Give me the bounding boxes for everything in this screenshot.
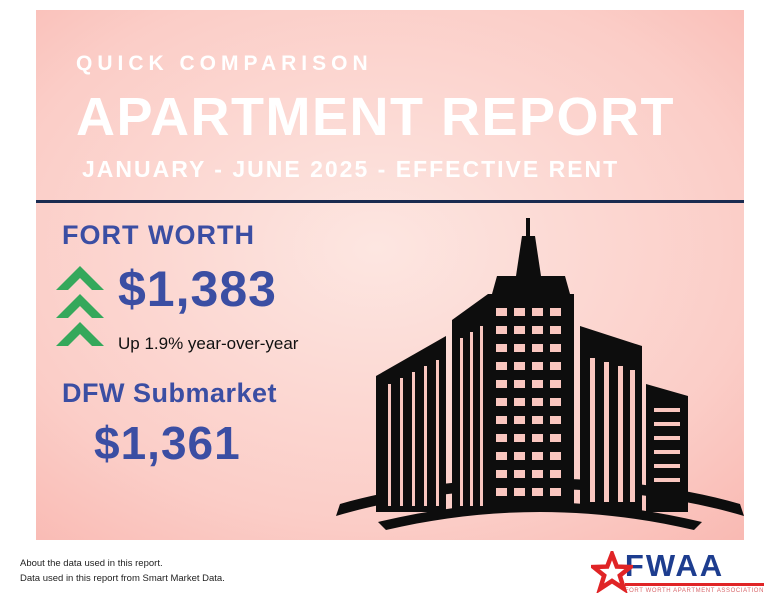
footer-note-line2: Data used in this report from Smart Mark…: [20, 572, 225, 584]
page-title: APARTMENT REPORT: [76, 87, 675, 147]
footer-notes: About the data used in this report. Data…: [20, 557, 225, 586]
footer: About the data used in this report. Data…: [0, 540, 780, 603]
subtitle-text: JANUARY - JUNE 2025 - EFFECTIVE RENT: [82, 156, 620, 182]
footer-note-line1: About the data used in this report.: [20, 557, 163, 569]
star-icon: [590, 550, 633, 593]
dfw-submarket-label: DFW Submarket: [62, 378, 278, 408]
fwaa-logo: FWAA FORT WORTH APARTMENT ASSOCIATION: [590, 547, 764, 594]
skyscraper-illustration: [336, 218, 744, 530]
eyebrow-text: QUICK COMPARISON: [76, 52, 373, 75]
logo-underline: [624, 582, 764, 586]
logo-tagline: FORT WORTH APARTMENT ASSOCIATION: [624, 587, 764, 594]
fort-worth-change-text: Up 1.9% year-over-year: [118, 334, 299, 353]
dfw-submarket-rent-value: $1,361: [94, 417, 241, 469]
logo-text-block: FWAA FORT WORTH APARTMENT ASSOCIATION: [624, 547, 764, 594]
report-card: QUICK COMPARISON APARTMENT REPORT JANUAR…: [36, 10, 744, 540]
fort-worth-label: FORT WORTH: [62, 220, 255, 250]
logo-wordmark: FWAA: [624, 547, 725, 583]
header-divider: [36, 200, 744, 203]
triple-chevron-up-icon: [56, 266, 104, 346]
report-header: QUICK COMPARISON APARTMENT REPORT JANUAR…: [76, 52, 675, 183]
fort-worth-rent-value: $1,383: [118, 261, 277, 317]
